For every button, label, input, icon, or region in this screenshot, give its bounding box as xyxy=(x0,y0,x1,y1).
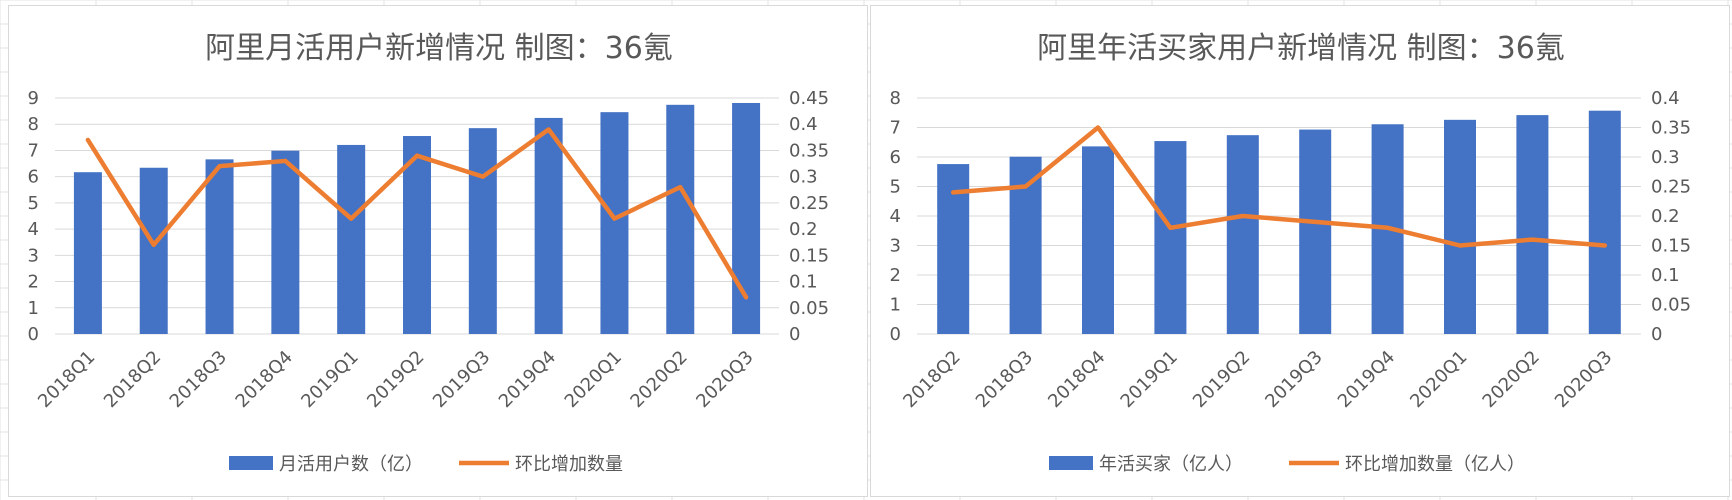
y-left-tick-label: 1 xyxy=(890,295,901,316)
legend-swatch-bar xyxy=(1049,456,1093,470)
bar-2020Q1[interactable] xyxy=(1444,119,1476,334)
x-tick-label: 2019Q1 xyxy=(297,347,362,412)
x-tick-label: 2019Q2 xyxy=(1189,347,1254,412)
bar-2020Q1[interactable] xyxy=(600,112,629,334)
y-right-tick-label: 0.05 xyxy=(1651,295,1691,316)
y-right-tick-label: 0.15 xyxy=(1651,236,1691,257)
x-tick-label: 2019Q2 xyxy=(363,347,428,412)
y-right-tick-label: 0.45 xyxy=(789,88,829,109)
y-right-tick-label: 0.3 xyxy=(1651,147,1680,168)
x-tick-label: 2018Q4 xyxy=(232,347,297,412)
bar-2018Q4[interactable] xyxy=(271,150,300,334)
x-tick-label: 2018Q2 xyxy=(100,347,165,412)
bar-2018Q2[interactable] xyxy=(139,167,168,334)
series-line[interactable] xyxy=(950,125,1608,248)
y-left-tick-label: 2 xyxy=(28,272,39,293)
x-tick-label: 2020Q3 xyxy=(1551,347,1616,412)
y-left-tick-label: 6 xyxy=(890,147,901,168)
x-tick-label: 2019Q4 xyxy=(495,347,560,412)
y-right-tick-label: 0.3 xyxy=(789,167,818,188)
y-right-tick-label: 0.4 xyxy=(1651,88,1680,109)
y-right-tick-label: 0.4 xyxy=(789,114,818,135)
y-left-tick-label: 5 xyxy=(28,193,39,214)
y-right-tick-label: 0.05 xyxy=(789,298,829,319)
bar-2019Q3[interactable] xyxy=(1299,129,1332,334)
y-left-tick-label: 5 xyxy=(890,177,901,198)
y-right-tick-label: 0.15 xyxy=(789,245,829,266)
chart-monthly-active-users-svg: 阿里月活用户新增情况 制图：36氪 0 1 2 3 4 5 6 7 8 9 0 0.05 0.1 0.15… xyxy=(28,31,830,475)
y-right-tick-label: 0.35 xyxy=(789,140,829,161)
y-right-tick-label: 0 xyxy=(1651,324,1662,345)
y-left-tick-label: 7 xyxy=(28,140,39,161)
x-tick-label: 2019Q1 xyxy=(1117,347,1182,412)
bar-2019Q2[interactable] xyxy=(403,136,431,334)
x-tick-label: 2018Q2 xyxy=(899,347,964,412)
y-right-tick-label: 0.25 xyxy=(789,193,829,214)
x-tick-label: 2020Q1 xyxy=(561,347,626,412)
bar-2019Q1[interactable] xyxy=(337,144,366,334)
bar-2020Q2[interactable] xyxy=(1516,115,1549,334)
y-left-tick-label: 6 xyxy=(28,167,39,188)
bar-2018Q3[interactable] xyxy=(205,159,234,334)
legend-label-bar: 年活买家（亿人） xyxy=(1099,454,1243,475)
y-left-tick-label: 9 xyxy=(28,88,39,109)
x-tick-label: 2020Q3 xyxy=(692,347,757,412)
y-left-tick-label: 1 xyxy=(28,298,39,319)
y-right-tick-label: 0.2 xyxy=(789,219,818,240)
legend-label-line: 环比增加数量（亿人） xyxy=(1345,454,1525,475)
y-left-tick-label: 8 xyxy=(890,88,901,109)
chart-annual-active-buyers[interactable]: 阿里年活买家用户新增情况 制图：36氪 0 1 2 3 4 5 6 7 8 0 0.05 0.1 0.1… xyxy=(870,5,1730,497)
y-right-tick-label: 0.25 xyxy=(1651,177,1691,198)
y-left-tick-label: 0 xyxy=(28,324,39,345)
y-right-tick-label: 0.35 xyxy=(1651,118,1691,139)
x-tick-label: 2019Q3 xyxy=(429,347,494,412)
y-right-tick-label: 0.1 xyxy=(789,272,818,293)
y-right-tick-label: 0.2 xyxy=(1651,206,1680,227)
bar-2019Q3[interactable] xyxy=(468,128,497,334)
bar-2019Q2[interactable] xyxy=(1226,135,1259,334)
y-left-tick-label: 4 xyxy=(890,206,901,227)
bar-2020Q3[interactable] xyxy=(1588,110,1621,334)
legend-swatch-bar xyxy=(229,456,273,470)
legend-label-line: 环比增加数量 xyxy=(515,454,623,475)
y-left-tick-label: 4 xyxy=(28,219,39,240)
y-left-tick-label: 0 xyxy=(890,324,901,345)
x-tick-label: 2020Q1 xyxy=(1406,347,1471,412)
x-tick-label: 2019Q4 xyxy=(1334,347,1399,412)
y-left-tick-label: 7 xyxy=(890,118,901,139)
y-left-tick-label: 3 xyxy=(890,236,901,257)
x-tick-label: 2018Q1 xyxy=(34,347,99,412)
bar-2018Q1[interactable] xyxy=(73,172,102,334)
chart-monthly-active-users[interactable]: 阿里月活用户新增情况 制图：36氪 0 1 2 3 4 5 6 7 8 9 0 0.05 0.1 0.15… xyxy=(8,5,868,497)
y-left-tick-label: 2 xyxy=(890,265,901,286)
y-left-tick-label: 3 xyxy=(28,245,39,266)
bar-2020Q2[interactable] xyxy=(666,104,695,334)
x-tick-label: 2018Q3 xyxy=(166,347,231,412)
x-tick-label: 2018Q4 xyxy=(1044,347,1109,412)
x-tick-label: 2018Q3 xyxy=(972,347,1037,412)
y-right-tick-label: 0 xyxy=(789,324,800,345)
x-tick-label: 2020Q2 xyxy=(1479,347,1544,412)
bar-2018Q3[interactable] xyxy=(1009,156,1042,334)
bar-2018Q4[interactable] xyxy=(1082,146,1114,334)
chart-title: 阿里月活用户新增情况 制图：36氪 xyxy=(205,31,673,66)
x-tick-label: 2020Q2 xyxy=(626,347,691,412)
y-right-tick-label: 0.1 xyxy=(1651,265,1680,286)
y-left-tick-label: 8 xyxy=(28,114,39,135)
legend-label-bar: 月活用户数（亿） xyxy=(279,454,423,475)
x-tick-label: 2019Q3 xyxy=(1261,347,1326,412)
chart-annual-active-buyers-svg: 阿里年活买家用户新增情况 制图：36氪 0 1 2 3 4 5 6 7 8 0 0.05 0.1 0.1… xyxy=(890,31,1692,475)
bar-2019Q4[interactable] xyxy=(534,117,563,334)
bar-2019Q1[interactable] xyxy=(1154,141,1187,334)
chart-title: 阿里年活买家用户新增情况 制图：36氪 xyxy=(1037,31,1565,66)
